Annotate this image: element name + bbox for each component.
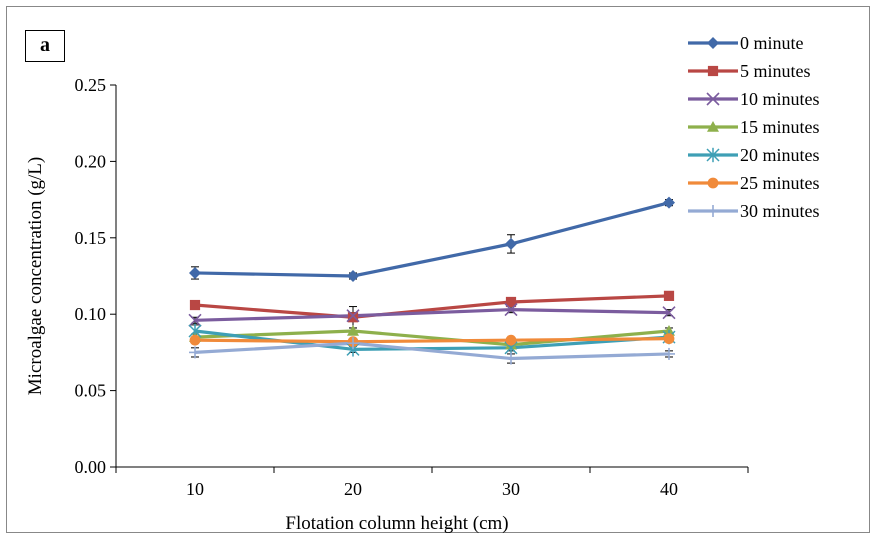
series-line [194, 341, 670, 361]
series-line [194, 201, 670, 278]
legend-marker [707, 65, 719, 77]
legend-label: 0 minute [740, 33, 804, 53]
data-point [347, 312, 359, 323]
legend-item: 30 minutes [688, 201, 820, 221]
data-point [505, 352, 517, 365]
x-axis-label: Flotation column height (cm) [285, 513, 508, 534]
y-tick-label: 0.05 [75, 381, 107, 401]
y-axis-label: Microalgae concentration (g/L) [25, 157, 46, 395]
legend-item: 15 minutes [688, 117, 820, 137]
data-point [663, 196, 675, 209]
legend-item: 10 minutes [688, 89, 820, 109]
data-point [662, 306, 676, 320]
legend-item: 0 minute [688, 33, 804, 53]
x-tick-label: 20 [344, 479, 362, 499]
data-point [505, 296, 517, 308]
data-point [189, 334, 201, 346]
y-tick-label: 0.10 [75, 304, 107, 324]
y-tick-label: 0.15 [75, 228, 107, 248]
data-point [189, 266, 201, 279]
legend-label: 10 minutes [740, 89, 820, 109]
legend-marker [707, 121, 719, 132]
panel-label: a [25, 30, 65, 62]
x-tick-label: 40 [660, 479, 678, 499]
y-tick-label: 0.00 [75, 457, 107, 477]
data-point [347, 337, 359, 350]
data-point [189, 299, 201, 311]
legend-marker [706, 147, 720, 163]
data-point [505, 237, 517, 250]
legend-marker [707, 37, 719, 49]
data-point [188, 313, 202, 327]
data-point [347, 270, 359, 282]
series-lines [194, 201, 670, 361]
data-point [505, 334, 517, 346]
legend-label: 15 minutes [740, 117, 820, 137]
legend-item: 25 minutes [688, 173, 820, 193]
data-point [663, 290, 675, 301]
series-line [194, 294, 670, 319]
legend-marker [706, 92, 720, 106]
series-markers [188, 196, 676, 365]
x-tick-label: 10 [186, 479, 204, 499]
series-line [194, 308, 670, 322]
legend: 0 minute 5 minutes 10 minutes 15 minutes 20 … [688, 33, 820, 221]
axes: 0.00 0.05 0.10 0.15 0.20 0.25 10 20 30 40 [75, 75, 749, 499]
y-tick-label: 0.20 [75, 151, 107, 171]
data-point [663, 347, 675, 360]
y-tick-label: 0.25 [75, 75, 107, 95]
data-point [347, 325, 359, 336]
legend-item: 5 minutes [688, 61, 811, 81]
legend-marker [707, 205, 719, 217]
series-line [194, 337, 670, 344]
legend-marker [707, 177, 719, 189]
data-point [663, 333, 675, 345]
x-tick-label: 30 [502, 479, 520, 499]
chart-frame [6, 6, 870, 533]
data-point [346, 309, 360, 323]
legend-label: 5 minutes [740, 61, 811, 81]
legend-label: 30 minutes [740, 201, 820, 221]
legend-item: 20 minutes [688, 145, 820, 165]
legend-label: 25 minutes [740, 173, 820, 193]
legend-label: 20 minutes [740, 145, 820, 165]
data-point [189, 346, 201, 359]
data-point [504, 303, 518, 317]
